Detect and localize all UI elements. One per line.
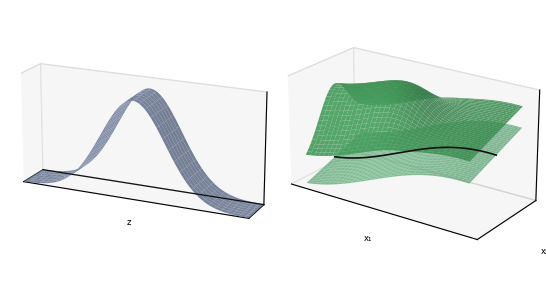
X-axis label: x₁: x₁ <box>364 234 372 243</box>
Y-axis label: x₂: x₂ <box>297 235 305 244</box>
X-axis label: z: z <box>127 218 132 227</box>
Y-axis label: x₂: x₂ <box>541 247 546 256</box>
